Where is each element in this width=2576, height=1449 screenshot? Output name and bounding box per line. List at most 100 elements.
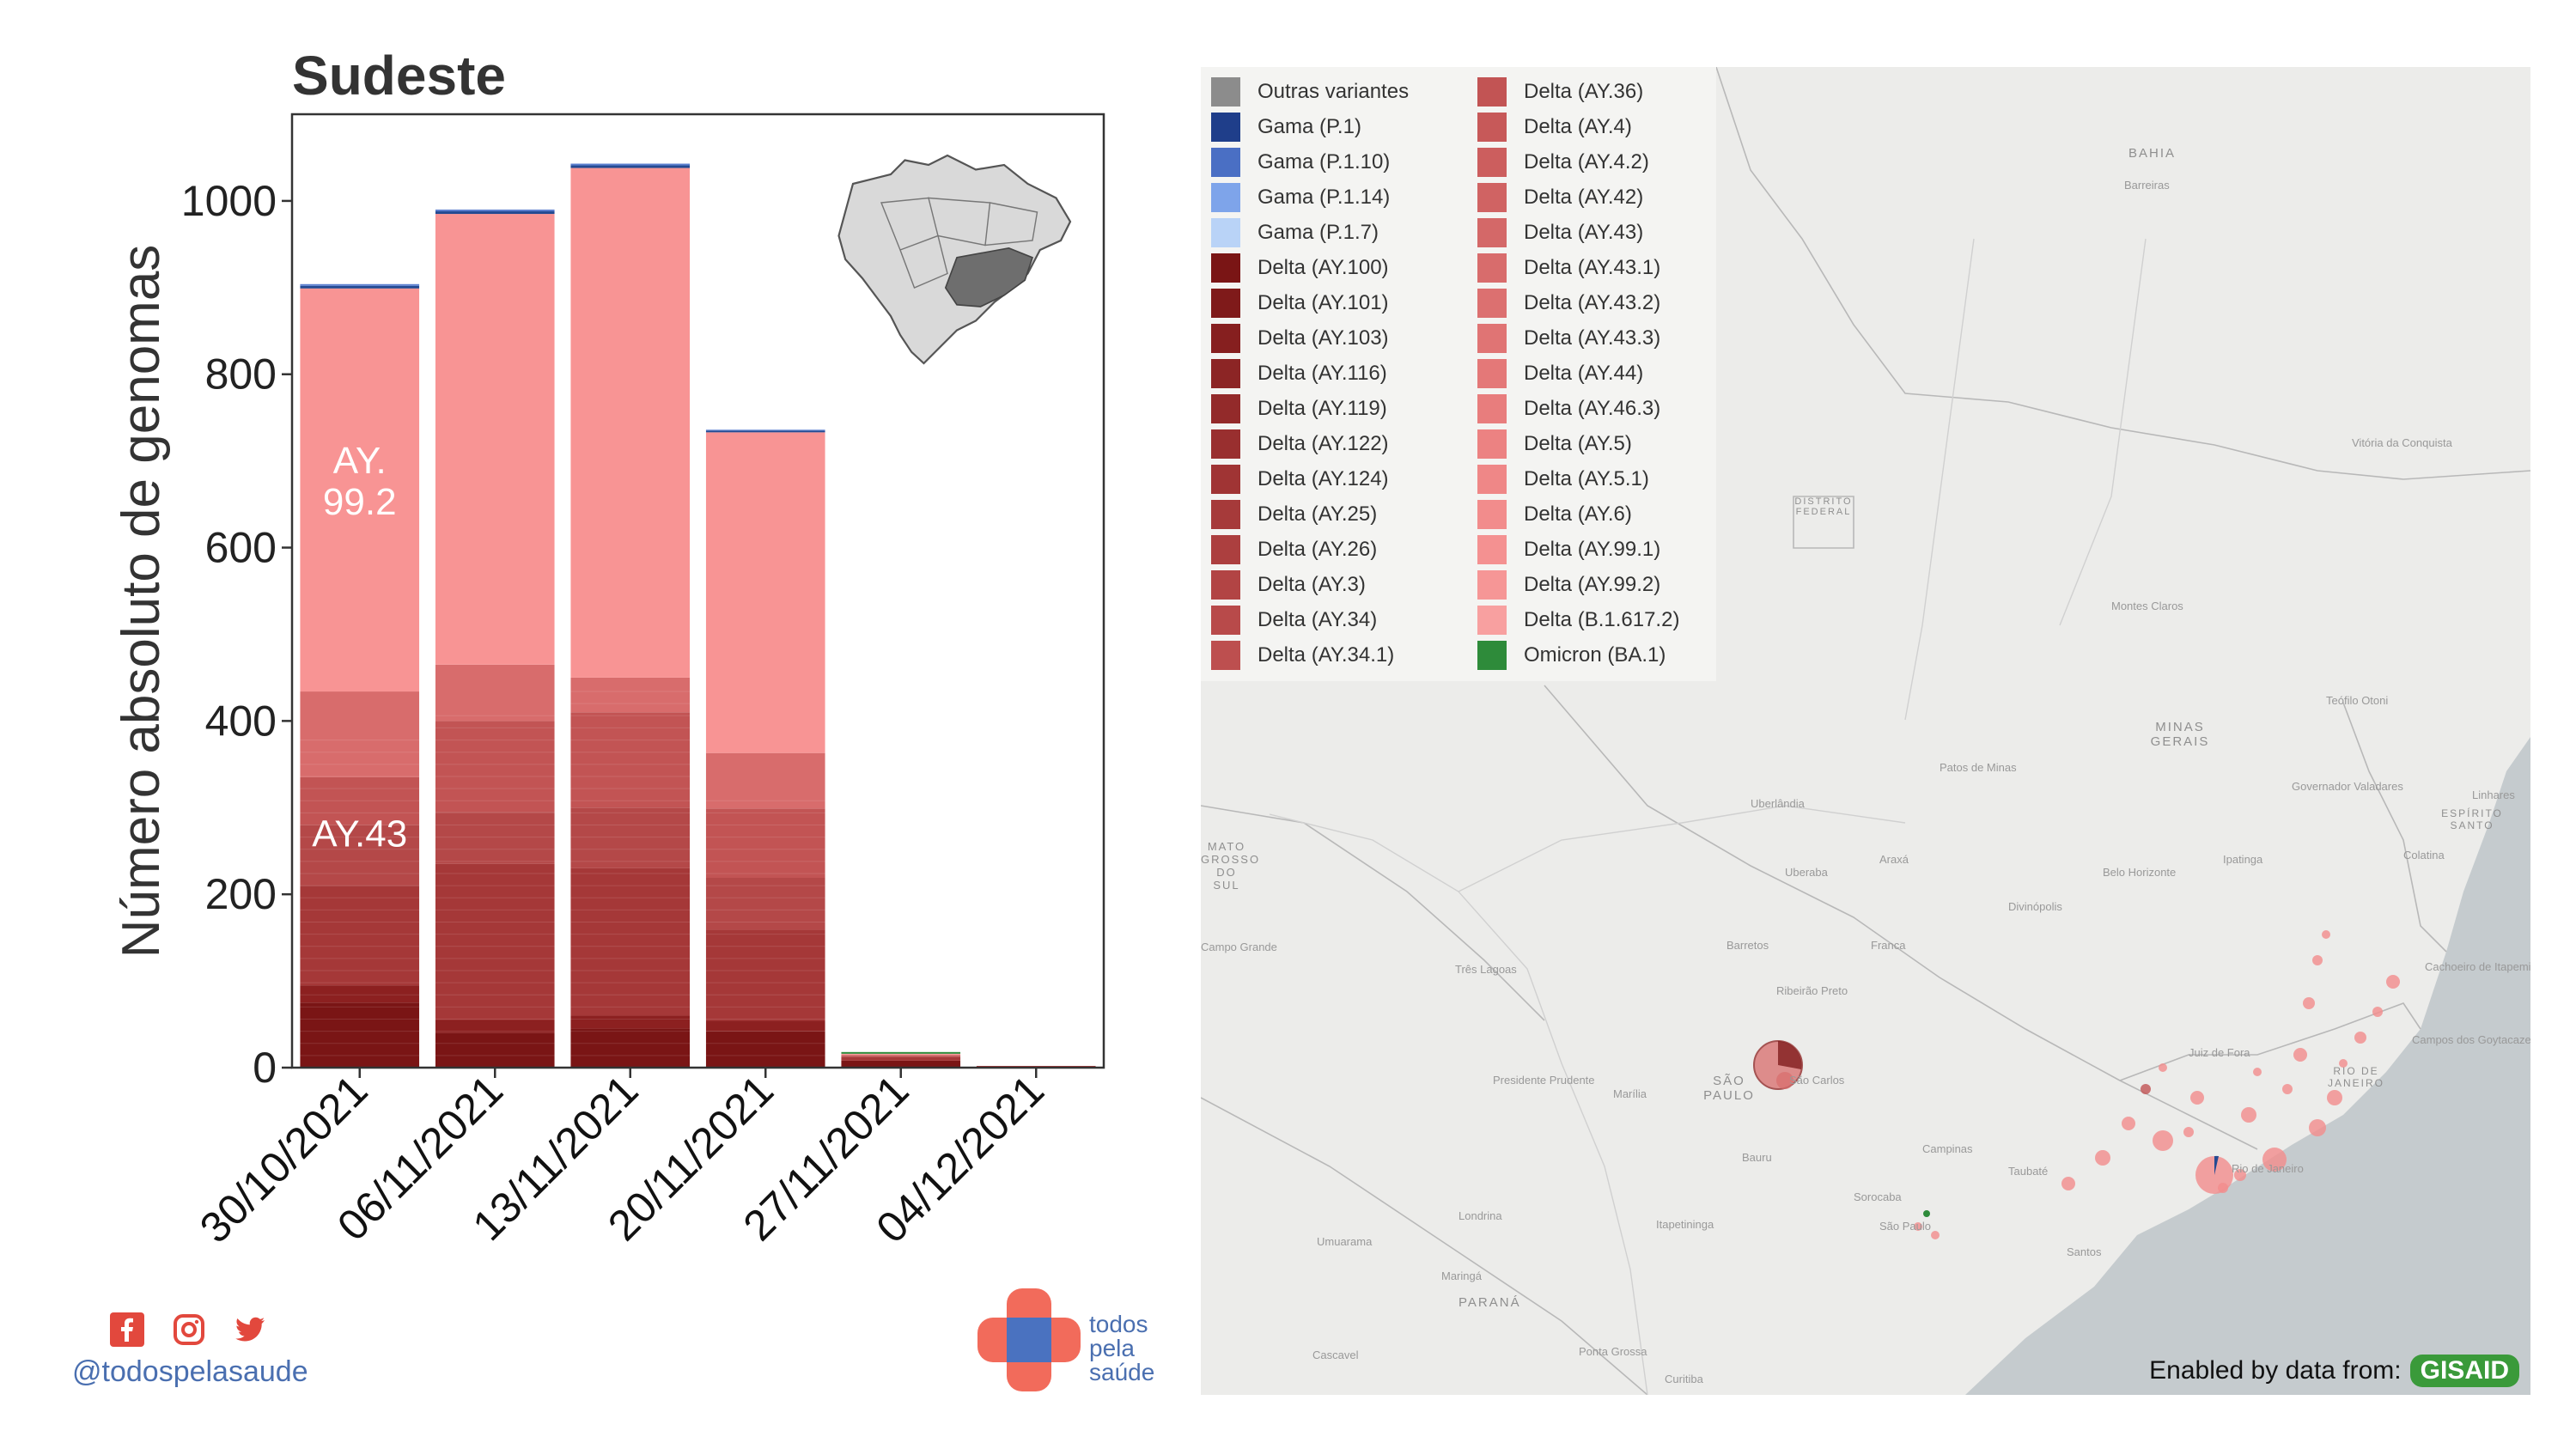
legend-swatch [1211, 112, 1240, 142]
legend-item[interactable]: Delta (AY.4.2) [1477, 144, 1679, 180]
legend-item[interactable]: Delta (AY.43) [1477, 215, 1679, 250]
legend-item[interactable]: Delta (AY.116) [1211, 356, 1409, 391]
legend-item[interactable]: Delta (AY.43.2) [1477, 285, 1679, 320]
legend-item[interactable]: Delta (AY.25) [1211, 496, 1409, 532]
legend-label: Delta (AY.36) [1524, 79, 1644, 103]
bar-segment [841, 1051, 961, 1054]
legend-label: Delta (AY.103) [1258, 326, 1389, 350]
bar-segment [435, 1032, 555, 1068]
bar-segment [705, 929, 825, 1021]
city-label: Campo Grande [1201, 941, 1277, 953]
bar-annotation: 99.2 [323, 481, 397, 523]
legend-item[interactable]: Delta (AY.34) [1211, 602, 1409, 637]
legend-column-left: Outras variantes Gama (P.1) Gama (P.1.10) G… [1211, 74, 1409, 673]
city-label: Sorocaba [1854, 1190, 1902, 1203]
city-label: São Carlos [1789, 1074, 1845, 1087]
bar-segment [570, 167, 691, 678]
legend-swatch [1211, 358, 1240, 388]
legend-label: Delta (AY.119) [1258, 396, 1387, 420]
legend-item[interactable]: Delta (AY.99.2) [1477, 567, 1679, 602]
legend-item[interactable]: Delta (AY.34.1) [1211, 637, 1409, 673]
city-label: Cascavel [1312, 1349, 1359, 1361]
city-label: Uberlândia [1751, 797, 1805, 810]
facebook-icon[interactable] [110, 1312, 144, 1347]
bar-segment [705, 432, 825, 753]
city-label: Montes Claros [2111, 600, 2183, 612]
legend-swatch [1211, 393, 1240, 423]
twitter-icon[interactable] [234, 1312, 268, 1347]
bar-segment [300, 691, 420, 777]
legend-swatch [1477, 112, 1507, 142]
legend-item[interactable]: Delta (AY.44) [1477, 356, 1679, 391]
legend-item[interactable]: Delta (B.1.617.2) [1477, 602, 1679, 637]
legend-item[interactable]: Omicron (BA.1) [1477, 637, 1679, 673]
legend-label: Delta (AY.124) [1258, 466, 1389, 490]
legend-swatch [1211, 182, 1240, 212]
legend-item[interactable]: Delta (AY.100) [1211, 250, 1409, 285]
legend-item[interactable]: Outras variantes [1211, 74, 1409, 109]
city-label: Curitiba [1665, 1373, 1703, 1385]
legend-item[interactable]: Delta (AY.5.1) [1477, 461, 1679, 496]
legend-swatch [1211, 605, 1240, 635]
sample-circles [1753, 930, 2400, 1239]
legend-item[interactable]: Delta (AY.4) [1477, 109, 1679, 144]
legend-label: Delta (AY.3) [1258, 572, 1366, 596]
legend-item[interactable]: Delta (AY.36) [1477, 74, 1679, 109]
legend-item[interactable]: Delta (AY.43.1) [1477, 250, 1679, 285]
legend-item[interactable]: Delta (AY.99.1) [1477, 532, 1679, 567]
legend-item[interactable]: Delta (AY.43.3) [1477, 320, 1679, 356]
bar-segment [435, 1020, 555, 1033]
legend-item[interactable]: Delta (AY.5) [1477, 426, 1679, 461]
bar-segment [841, 1053, 961, 1055]
gisaid-logo[interactable]: GISAID [2409, 1355, 2519, 1387]
legend-label: Delta (B.1.617.2) [1524, 607, 1680, 631]
state-label: BAHIA [2128, 146, 2177, 161]
city-label: Governador Valadares [2292, 780, 2403, 793]
legend-label: Delta (AY.4.2) [1524, 149, 1649, 174]
legend-label: Delta (AY.99.1) [1524, 537, 1661, 561]
state-borders [1201, 67, 2530, 1395]
legend-swatch [1211, 534, 1240, 564]
bar-annotation: AY.43 [312, 813, 407, 855]
state-label: RIO DE JANEIRO [2327, 1065, 2384, 1089]
legend-item[interactable]: Delta (AY.46.3) [1477, 391, 1679, 426]
todos-pela-saude-logo [977, 1288, 1081, 1391]
legend-item[interactable]: Gama (P.1) [1211, 109, 1409, 144]
chart-title: Sudeste [292, 45, 506, 107]
legend-item[interactable]: Delta (AY.6) [1477, 496, 1679, 532]
legend-item[interactable]: Delta (AY.119) [1211, 391, 1409, 426]
y-tick-label: 200 [205, 870, 277, 918]
legend-label: Delta (AY.5.1) [1524, 466, 1649, 490]
city-label: Franca [1871, 939, 1906, 952]
bar-segment [841, 1056, 961, 1061]
city-label: Barreiras [2124, 179, 2170, 192]
city-label: Londrina [1459, 1209, 1502, 1222]
legend-item[interactable]: Gama (P.1.14) [1211, 180, 1409, 215]
legend-swatch [1477, 323, 1507, 353]
legend-item[interactable]: Delta (AY.26) [1211, 532, 1409, 567]
legend-item[interactable]: Delta (AY.103) [1211, 320, 1409, 356]
legend-item[interactable]: Delta (AY.3) [1211, 567, 1409, 602]
legend-item[interactable]: Delta (AY.42) [1477, 180, 1679, 215]
legend-item[interactable]: Delta (AY.122) [1211, 426, 1409, 461]
bar-segment [705, 429, 825, 431]
legend-swatch [1211, 323, 1240, 353]
legend-item[interactable]: Delta (AY.101) [1211, 285, 1409, 320]
bar-segment [435, 812, 555, 864]
bar-segment [570, 1028, 691, 1068]
instagram-icon[interactable] [172, 1312, 206, 1347]
bar-segment [435, 721, 555, 813]
legend-item[interactable]: Gama (P.1.7) [1211, 215, 1409, 250]
x-axis: 30/10/202106/11/202113/11/202120/11/2021… [191, 1066, 1053, 1252]
bar-segment [435, 863, 555, 1020]
city-label: Presidente Prudente [1493, 1074, 1595, 1087]
data-credit: Enabled by data from: GISAID [2149, 1355, 2519, 1387]
legend-swatch [1477, 253, 1507, 283]
legend-item[interactable]: Gama (P.1.10) [1211, 144, 1409, 180]
legend-item[interactable]: Delta (AY.124) [1211, 461, 1409, 496]
y-axis: 0 200 400 600 800 1000 [181, 177, 292, 1092]
legend-swatch [1211, 429, 1240, 459]
map-base [1201, 67, 2530, 1395]
bar-segment [841, 1056, 961, 1057]
legend-swatch [1211, 640, 1240, 670]
